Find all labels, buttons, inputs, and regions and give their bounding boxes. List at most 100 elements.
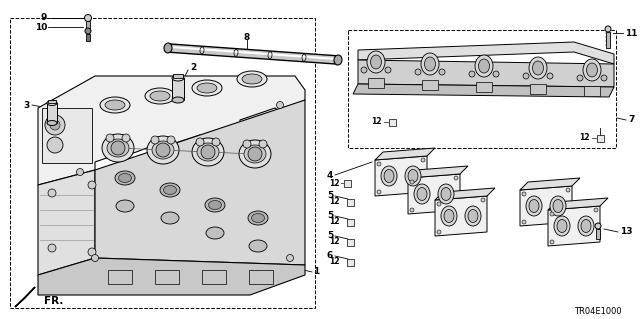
Ellipse shape (553, 199, 563, 212)
Polygon shape (358, 60, 614, 87)
Polygon shape (375, 156, 427, 196)
Text: 12: 12 (330, 238, 340, 247)
Circle shape (493, 71, 499, 77)
Bar (422, 80, 438, 90)
Bar (388, 118, 396, 125)
Polygon shape (435, 196, 487, 236)
Text: 12: 12 (330, 257, 340, 266)
Circle shape (437, 230, 441, 234)
Polygon shape (15, 287, 35, 307)
Ellipse shape (161, 212, 179, 224)
Bar (249, 270, 273, 284)
Bar (346, 219, 353, 226)
Bar (172, 78, 184, 100)
Circle shape (156, 143, 170, 157)
Circle shape (601, 75, 607, 81)
Circle shape (48, 244, 56, 252)
Ellipse shape (147, 136, 179, 164)
Ellipse shape (84, 14, 92, 21)
Ellipse shape (85, 28, 91, 34)
Circle shape (248, 147, 262, 161)
Polygon shape (353, 84, 614, 97)
Circle shape (566, 188, 570, 192)
Text: 5: 5 (327, 232, 333, 241)
Circle shape (45, 115, 65, 135)
Ellipse shape (605, 26, 611, 32)
Ellipse shape (206, 227, 224, 239)
Polygon shape (548, 206, 600, 246)
Polygon shape (408, 166, 468, 178)
Text: 12: 12 (579, 133, 590, 143)
Ellipse shape (424, 57, 435, 71)
Bar (202, 270, 226, 284)
Bar (368, 78, 384, 88)
Polygon shape (38, 76, 305, 185)
Text: 12: 12 (330, 218, 340, 226)
Circle shape (47, 137, 63, 153)
Ellipse shape (557, 219, 567, 233)
Ellipse shape (209, 201, 221, 210)
Polygon shape (38, 170, 95, 275)
Circle shape (361, 67, 367, 73)
Text: 3: 3 (24, 100, 30, 109)
Polygon shape (95, 100, 305, 265)
Ellipse shape (529, 199, 539, 212)
Text: 5: 5 (327, 211, 333, 220)
Ellipse shape (116, 200, 134, 212)
Text: 11: 11 (625, 28, 637, 38)
Bar (346, 258, 353, 265)
Ellipse shape (192, 138, 224, 166)
Ellipse shape (550, 196, 566, 216)
Ellipse shape (367, 51, 385, 73)
Circle shape (454, 176, 458, 180)
Ellipse shape (172, 75, 184, 81)
Text: 4: 4 (326, 170, 333, 180)
Circle shape (92, 255, 99, 262)
Ellipse shape (47, 100, 57, 106)
Ellipse shape (242, 74, 262, 84)
Circle shape (77, 168, 83, 175)
Ellipse shape (118, 174, 131, 182)
Text: 1: 1 (313, 268, 319, 277)
Circle shape (577, 75, 583, 81)
Circle shape (550, 212, 554, 216)
Ellipse shape (334, 55, 342, 65)
Circle shape (111, 141, 125, 155)
Circle shape (481, 198, 485, 202)
Circle shape (48, 189, 56, 197)
Circle shape (385, 67, 391, 73)
Ellipse shape (441, 206, 457, 226)
Text: 12: 12 (330, 179, 340, 188)
Ellipse shape (172, 97, 184, 103)
Bar (530, 84, 546, 94)
Circle shape (201, 145, 215, 159)
Polygon shape (435, 188, 495, 200)
Ellipse shape (408, 169, 418, 182)
Bar (344, 180, 351, 187)
Bar (596, 135, 604, 142)
Ellipse shape (583, 59, 601, 81)
Ellipse shape (115, 171, 135, 185)
Circle shape (594, 208, 598, 212)
Text: FR.: FR. (44, 296, 63, 306)
Text: 10: 10 (35, 23, 47, 32)
Circle shape (88, 181, 96, 189)
Bar (10, 18, 315, 308)
Text: 12: 12 (371, 117, 382, 127)
Text: 6: 6 (327, 251, 333, 261)
Circle shape (287, 255, 294, 262)
Circle shape (469, 71, 475, 77)
Polygon shape (520, 178, 580, 190)
Ellipse shape (444, 210, 454, 222)
Circle shape (167, 136, 175, 144)
Ellipse shape (100, 97, 130, 113)
Bar (48, 100, 56, 103)
Polygon shape (548, 198, 608, 210)
Ellipse shape (554, 216, 570, 236)
Circle shape (377, 190, 381, 194)
Circle shape (410, 208, 414, 212)
Ellipse shape (417, 188, 427, 201)
Polygon shape (408, 174, 460, 214)
Polygon shape (520, 186, 572, 226)
Ellipse shape (438, 184, 454, 204)
